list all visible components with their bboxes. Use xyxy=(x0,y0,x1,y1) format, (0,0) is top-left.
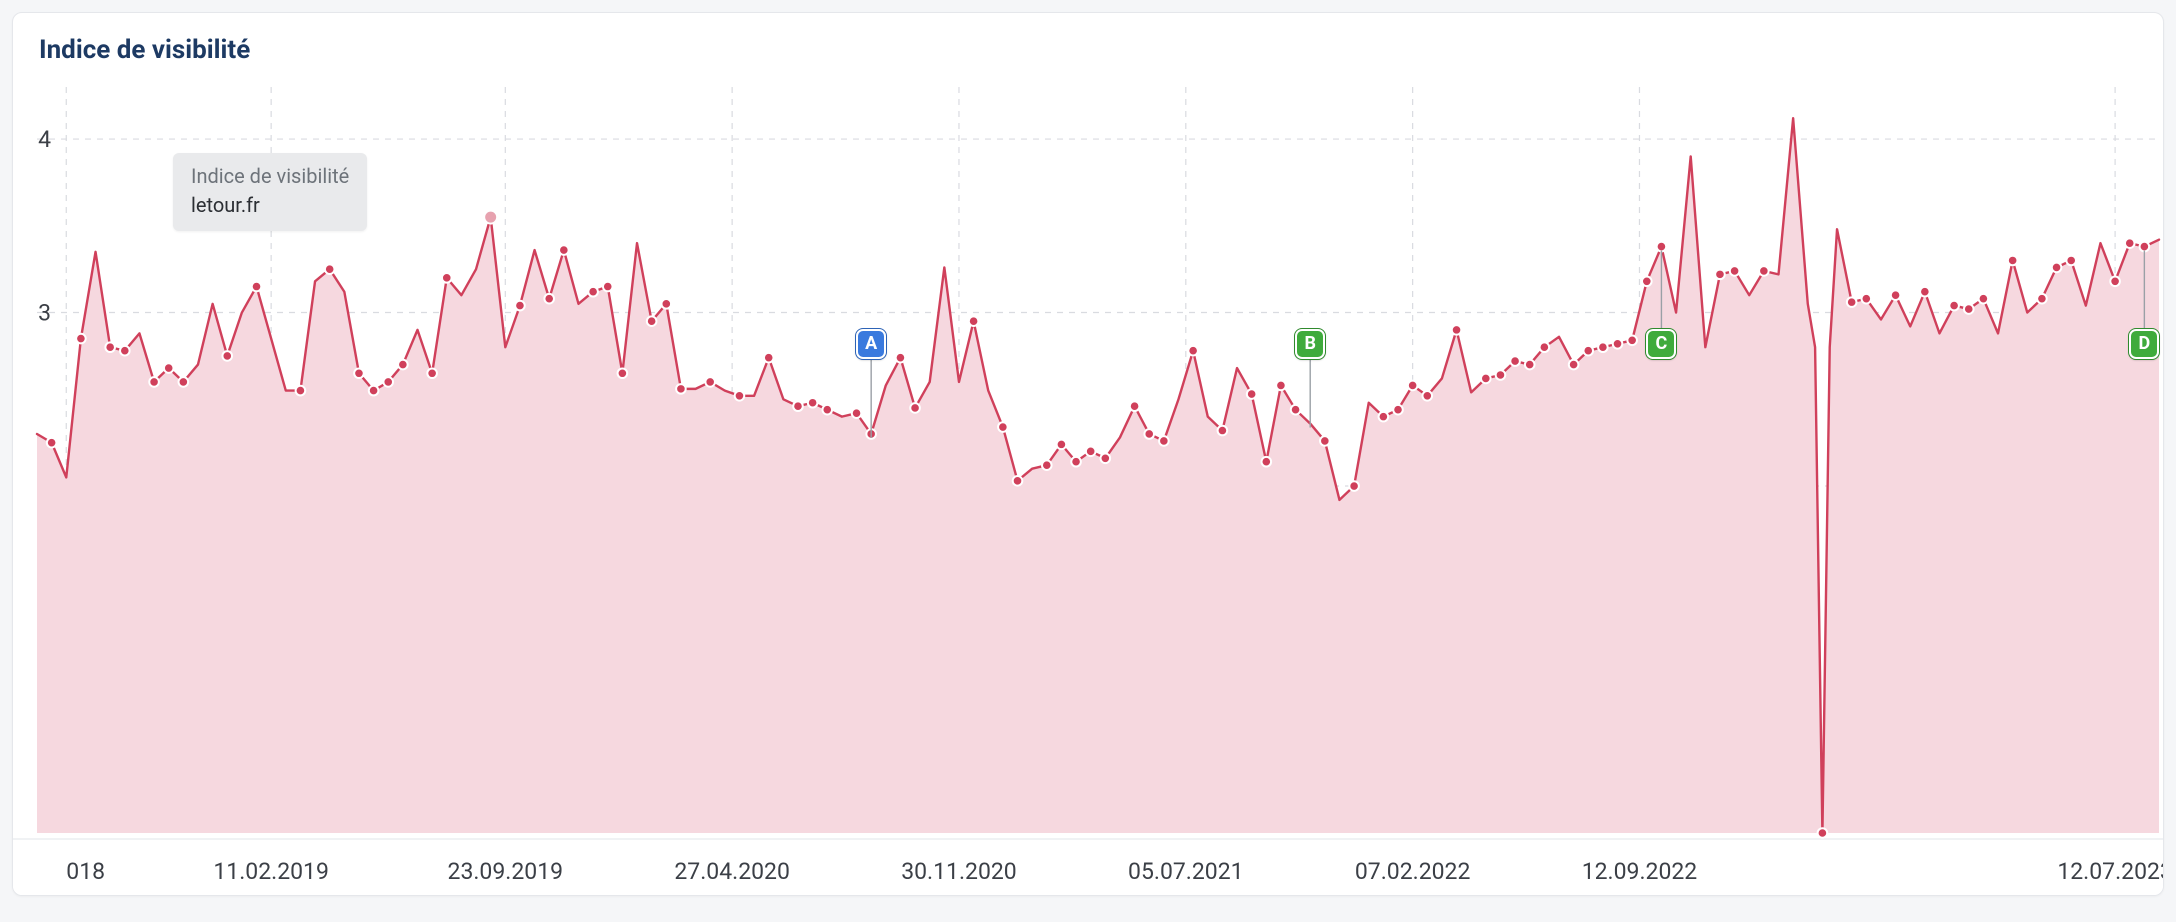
svg-text:07.02.2022: 07.02.2022 xyxy=(1355,858,1471,885)
svg-text:4: 4 xyxy=(38,126,51,153)
event-marker-b[interactable]: B xyxy=(1295,329,1325,359)
visibility-chart[interactable]: 123401811.02.201923.09.201927.04.202030.… xyxy=(13,75,2163,895)
svg-text:23.09.2019: 23.09.2019 xyxy=(448,858,564,885)
svg-text:12.07.2023: 12.07.2023 xyxy=(2057,858,2163,885)
chart-container[interactable]: 123401811.02.201923.09.201927.04.202030.… xyxy=(13,75,2163,895)
card-header: Indice de visibilité xyxy=(13,13,2163,75)
event-marker-a[interactable]: A xyxy=(856,329,886,359)
card-title: Indice de visibilité xyxy=(39,35,2137,65)
svg-text:018: 018 xyxy=(66,858,105,885)
svg-text:3: 3 xyxy=(38,300,51,327)
svg-text:30.11.2020: 30.11.2020 xyxy=(901,858,1017,885)
event-marker-c[interactable]: C xyxy=(1646,329,1676,359)
visibility-index-card: Indice de visibilité 123401811.02.201923… xyxy=(12,12,2164,896)
svg-text:11.02.2019: 11.02.2019 xyxy=(213,858,329,885)
svg-text:27.04.2020: 27.04.2020 xyxy=(674,858,790,885)
event-marker-d[interactable]: D xyxy=(2129,329,2159,359)
svg-text:05.07.2021: 05.07.2021 xyxy=(1128,858,1244,885)
svg-text:12.09.2022: 12.09.2022 xyxy=(1582,858,1698,885)
